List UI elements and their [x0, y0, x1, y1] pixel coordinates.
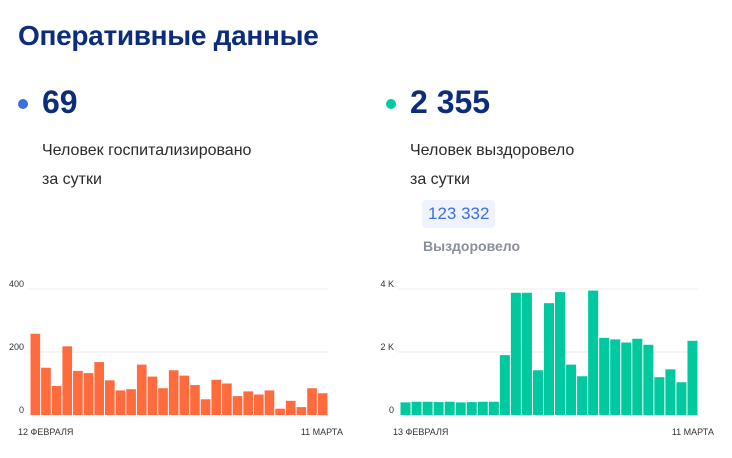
recovered-total-badge: 123 332: [422, 200, 496, 228]
recovered-bar: [499, 355, 510, 415]
hospitalized-bar: [147, 376, 158, 415]
recovered-bar: [643, 344, 654, 415]
recovered-end-date-label: 11 МАРТА: [672, 427, 714, 437]
recovered-bar: [433, 402, 444, 415]
hospitalized-bar: [83, 373, 94, 415]
hospitalized-bar: [115, 390, 126, 415]
hospitalized-y-tick-label: 0: [19, 405, 24, 415]
hospitalized-bar: [275, 408, 285, 415]
recovered-line2: за сутки: [410, 171, 470, 188]
recovered-bar: [665, 369, 676, 415]
recovered-bar: [610, 339, 621, 415]
recovered-bar: [566, 364, 577, 415]
hospitalized-chart: 0 200 400 12 ФЕВРАЛЯ 11 МАРТА: [9, 279, 343, 437]
page-title: Оперативные данные: [18, 20, 319, 51]
hospitalized-bar: [254, 394, 264, 415]
recovered-value: 2 355: [410, 84, 491, 120]
recovered-start-date-label: 13 ФЕВРАЛЯ: [393, 427, 448, 437]
recovered-total-label: Выздоровело: [423, 238, 521, 254]
recovered-bar: [543, 303, 555, 415]
hospitalized-line1: Человек госпитализировано: [42, 142, 252, 159]
recovered-bar: [621, 342, 632, 415]
recovered-bar: [555, 292, 566, 415]
hospitalized-bar: [317, 393, 328, 415]
hospitalized-start-date-label: 12 ФЕВРАЛЯ: [18, 427, 73, 437]
recovered-bar: [477, 401, 488, 415]
hospitalized-bar: [168, 370, 179, 415]
hospitalized-bar: [62, 346, 73, 415]
recovered-y-tick-label: 2 K: [380, 342, 394, 352]
hospitalized-bar: [296, 407, 307, 415]
hospitalized-end-date-label: 11 МАРТА: [301, 427, 343, 437]
recovered-line1: Человек выздоровело: [410, 142, 575, 159]
hospitalized-line2: за сутки: [42, 171, 102, 188]
recovered-dot-icon: [386, 99, 396, 109]
hospitalized-y-tick-label: 400: [9, 279, 24, 289]
hospitalized-bar: [285, 400, 296, 415]
recovered-bar: [532, 370, 543, 415]
recovered-bar: [588, 290, 599, 415]
hospitalized-bar: [190, 385, 200, 415]
hospitalized-bar: [179, 375, 190, 415]
hospitalized-bar: [94, 362, 104, 415]
hospitalized-bar: [105, 380, 115, 415]
hospitalized-dot-icon: [18, 99, 28, 109]
hospitalized-bar: [200, 399, 211, 415]
recovered-chart: 0 2 K 4 K 13 ФЕВРАЛЯ 11 МАРТА: [380, 279, 714, 437]
recovered-bar: [466, 402, 477, 415]
hospitalized-bar: [126, 389, 136, 415]
hospitalized-bar: [232, 396, 243, 415]
recovered-y-tick-label: 0: [389, 405, 394, 415]
recovered-bar: [400, 402, 411, 415]
recovered-bar: [687, 340, 698, 415]
hospitalized-description: Человек госпитализировано за сутки: [42, 136, 302, 194]
hospitalized-bar: [41, 367, 51, 415]
hospitalized-bar: [264, 390, 275, 415]
recovered-bar: [411, 401, 422, 415]
recovered-bar: [521, 292, 532, 415]
hospitalized-bar: [73, 370, 83, 415]
recovered-bar: [577, 376, 588, 415]
hospitalized-bar: [30, 333, 41, 415]
recovered-bar: [422, 401, 433, 415]
recovered-bar: [510, 292, 521, 415]
recovered-bar: [654, 377, 665, 415]
recovered-bar: [599, 337, 610, 415]
hospitalized-bar: [211, 379, 222, 415]
hospitalized-bar: [222, 383, 232, 415]
recovered-bar: [676, 382, 687, 415]
hospitalized-bar: [307, 388, 317, 415]
hospitalized-bar: [243, 391, 253, 415]
recovered-bar: [632, 338, 643, 415]
recovered-bar: [444, 401, 455, 415]
hospitalized-bar: [158, 388, 168, 415]
hospitalized-bar: [51, 386, 62, 415]
recovered-bar: [455, 402, 466, 415]
hospitalized-y-tick-label: 200: [9, 342, 24, 352]
hospitalized-bar: [136, 364, 147, 415]
recovered-y-tick-label: 4 K: [380, 279, 394, 289]
recovered-description: Человек выздоровело за сутки: [410, 136, 670, 194]
hospitalized-value: 69: [42, 84, 78, 120]
recovered-bar: [488, 401, 499, 415]
